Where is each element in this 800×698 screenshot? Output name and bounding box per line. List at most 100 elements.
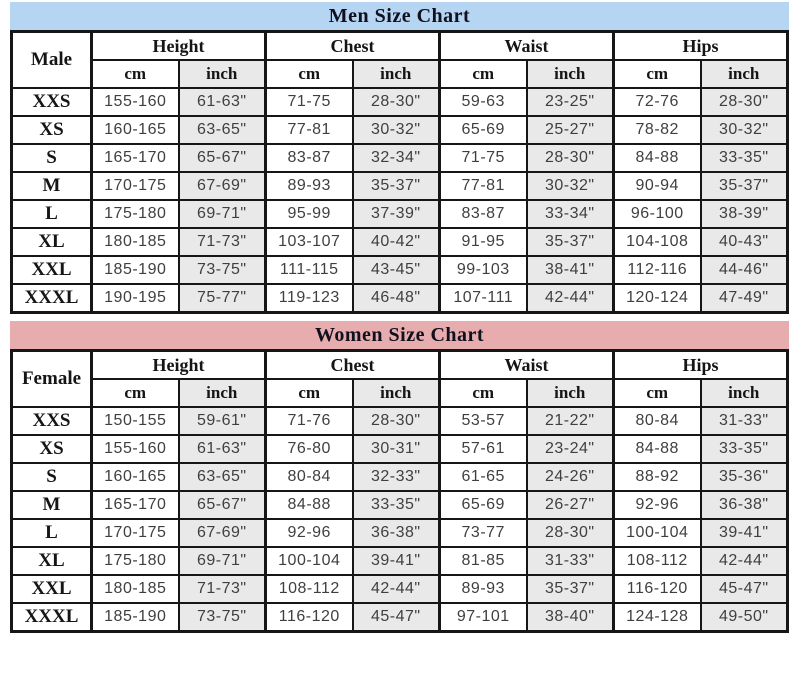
- value-cell: 35-37": [699, 171, 789, 201]
- value-cell: 175-180: [90, 546, 180, 576]
- value-cell: 23-25": [525, 87, 615, 117]
- value-cell: 185-190: [90, 602, 180, 633]
- value-cell: 44-46": [699, 255, 789, 285]
- value-cell: 49-50": [699, 602, 789, 633]
- table-row: XL 180-185 71-73" 103-107 40-42" 91-95 35-37" 1…: [10, 227, 789, 257]
- women-corner-label: Female: [10, 349, 93, 408]
- women-waist-cm-header: cm: [438, 378, 528, 408]
- value-cell: 35-37": [525, 227, 615, 257]
- value-cell: 26-27": [525, 490, 615, 520]
- value-cell: 69-71": [177, 199, 267, 229]
- size-cell: XXXL: [10, 283, 93, 314]
- table-row: XL 175-180 69-71" 100-104 39-41" 81-85 31-33" 1…: [10, 546, 789, 576]
- women-unit-header-row: cm inch cm inch cm inch cm inch: [12, 378, 789, 408]
- value-cell: 69-71": [177, 546, 267, 576]
- value-cell: 170-175: [90, 518, 180, 548]
- women-chest-cm-header: cm: [264, 378, 354, 408]
- men-corner-label: Male: [10, 30, 93, 89]
- value-cell: 36-38": [699, 490, 789, 520]
- value-cell: 37-39": [351, 199, 441, 229]
- value-cell: 180-185: [90, 574, 180, 604]
- value-cell: 160-165: [90, 115, 180, 145]
- size-chart-page: Men Size Chart Male Height Chest Waist H…: [10, 2, 789, 633]
- men-col-group-height: Height: [90, 30, 267, 61]
- size-cell: M: [10, 171, 93, 201]
- value-cell: 23-24": [525, 434, 615, 464]
- men-hips-inch-header: inch: [699, 59, 789, 89]
- men-chest-inch-header: inch: [351, 59, 441, 89]
- value-cell: 112-116: [612, 255, 702, 285]
- value-cell: 25-27": [525, 115, 615, 145]
- table-row: XXS 150-155 59-61" 71-76 28-30" 53-57 21-22" 80…: [10, 406, 789, 436]
- value-cell: 43-45": [351, 255, 441, 285]
- value-cell: 33-34": [525, 199, 615, 229]
- value-cell: 32-34": [351, 143, 441, 173]
- value-cell: 45-47": [351, 602, 441, 633]
- size-cell: XS: [10, 115, 93, 145]
- value-cell: 175-180: [90, 199, 180, 229]
- value-cell: 38-41": [525, 255, 615, 285]
- value-cell: 76-80: [264, 434, 354, 464]
- value-cell: 95-99: [264, 199, 354, 229]
- value-cell: 32-33": [351, 462, 441, 492]
- men-chart-title: Men Size Chart: [10, 2, 789, 30]
- size-cell: L: [10, 199, 93, 229]
- women-size-chart-section: Women Size Chart Female Height Chest Wai…: [10, 321, 789, 633]
- value-cell: 90-94: [612, 171, 702, 201]
- value-cell: 99-103: [438, 255, 528, 285]
- value-cell: 84-88: [612, 143, 702, 173]
- value-cell: 80-84: [612, 406, 702, 436]
- value-cell: 63-65": [177, 462, 267, 492]
- value-cell: 42-44": [699, 546, 789, 576]
- women-waist-inch-header: inch: [525, 378, 615, 408]
- value-cell: 160-165: [90, 462, 180, 492]
- men-chest-cm-header: cm: [264, 59, 354, 89]
- value-cell: 83-87: [438, 199, 528, 229]
- women-size-table: Female Height Chest Waist Hips cm inch c…: [10, 349, 789, 633]
- value-cell: 33-35": [699, 434, 789, 464]
- men-size-table: Male Height Chest Waist Hips cm inch cm …: [10, 30, 789, 314]
- value-cell: 38-40": [525, 602, 615, 633]
- value-cell: 71-75: [264, 87, 354, 117]
- value-cell: 84-88: [612, 434, 702, 464]
- value-cell: 100-104: [612, 518, 702, 548]
- value-cell: 83-87: [264, 143, 354, 173]
- value-cell: 28-30": [525, 518, 615, 548]
- value-cell: 28-30": [699, 87, 789, 117]
- women-height-cm-header: cm: [90, 378, 180, 408]
- value-cell: 39-41": [699, 518, 789, 548]
- table-row: S 165-170 65-67" 83-87 32-34" 71-75 28-30" 84-8…: [10, 143, 789, 173]
- value-cell: 92-96: [612, 490, 702, 520]
- men-unit-header-row: cm inch cm inch cm inch cm inch: [12, 59, 789, 89]
- men-waist-inch-header: inch: [525, 59, 615, 89]
- table-row: XXXL 185-190 73-75" 116-120 45-47" 97-101 38-4…: [10, 602, 789, 633]
- value-cell: 91-95: [438, 227, 528, 257]
- men-col-group-hips: Hips: [612, 30, 789, 61]
- size-cell: XXXL: [10, 602, 93, 633]
- value-cell: 73-77: [438, 518, 528, 548]
- value-cell: 36-38": [351, 518, 441, 548]
- size-cell: XXS: [10, 87, 93, 117]
- men-table-body: XXS 155-160 61-63" 71-75 28-30" 59-63 23-25" 72…: [10, 87, 789, 314]
- value-cell: 77-81: [438, 171, 528, 201]
- size-cell: XXL: [10, 574, 93, 604]
- value-cell: 65-67": [177, 143, 267, 173]
- value-cell: 108-112: [264, 574, 354, 604]
- table-row: M 170-175 67-69" 89-93 35-37" 77-81 30-32" 90-9…: [10, 171, 789, 201]
- value-cell: 46-48": [351, 283, 441, 314]
- value-cell: 67-69": [177, 171, 267, 201]
- value-cell: 180-185: [90, 227, 180, 257]
- value-cell: 65-67": [177, 490, 267, 520]
- value-cell: 124-128: [612, 602, 702, 633]
- value-cell: 88-92: [612, 462, 702, 492]
- value-cell: 116-120: [264, 602, 354, 633]
- table-row: M 165-170 65-67" 84-88 33-35" 65-69 26-27" 92-9…: [10, 490, 789, 520]
- value-cell: 33-35": [351, 490, 441, 520]
- value-cell: 40-42": [351, 227, 441, 257]
- table-row: XXL 185-190 73-75" 111-115 43-45" 99-103 38-41…: [10, 255, 789, 285]
- table-row: XXXL 190-195 75-77" 119-123 46-48" 107-111 42-…: [10, 283, 789, 314]
- size-cell: XXL: [10, 255, 93, 285]
- value-cell: 84-88: [264, 490, 354, 520]
- value-cell: 72-76: [612, 87, 702, 117]
- women-table-body: XXS 150-155 59-61" 71-76 28-30" 53-57 21-22" 80…: [10, 406, 789, 633]
